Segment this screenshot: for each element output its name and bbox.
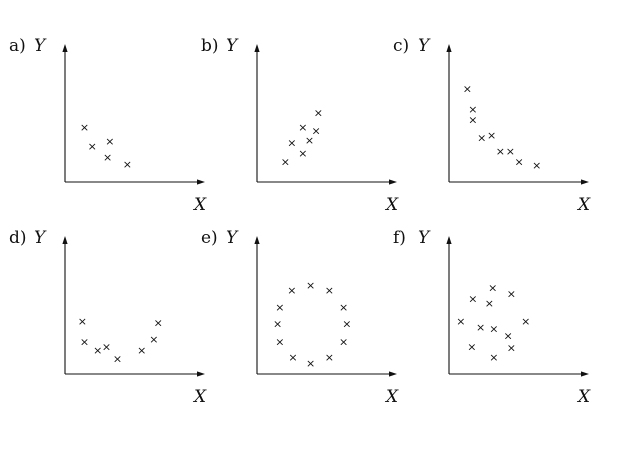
x-axis-arrow-icon bbox=[197, 371, 205, 377]
data-point: × bbox=[80, 121, 89, 134]
data-point: × bbox=[306, 357, 315, 370]
data-point: × bbox=[507, 288, 516, 301]
y-axis-title: Y bbox=[34, 36, 47, 56]
data-point: × bbox=[298, 147, 307, 160]
x-axis-arrow-icon bbox=[581, 371, 589, 377]
data-point: × bbox=[305, 134, 314, 147]
panel-a: a) Y X × × × × × bbox=[9, 36, 207, 215]
y-axis-arrow-icon bbox=[254, 44, 260, 52]
data-point: × bbox=[102, 340, 111, 353]
data-point: × bbox=[496, 145, 505, 158]
y-axis-arrow-icon bbox=[62, 236, 68, 244]
data-point: × bbox=[275, 301, 284, 314]
data-point: × bbox=[314, 106, 323, 119]
data-point: × bbox=[342, 318, 351, 331]
panel-e: e) YX×××××××××××× bbox=[201, 228, 399, 407]
data-point: × bbox=[80, 336, 89, 349]
panel-f: f) YX×××××××××××× bbox=[393, 228, 591, 407]
y-axis-title: Y bbox=[418, 36, 431, 56]
x-axis-arrow-icon bbox=[389, 371, 397, 377]
y-axis-arrow-icon bbox=[62, 44, 68, 52]
data-point: × bbox=[325, 284, 334, 297]
data-point: × bbox=[463, 82, 472, 95]
data-point: × bbox=[103, 151, 112, 164]
data-point: × bbox=[485, 297, 494, 310]
data-point: × bbox=[88, 140, 97, 153]
panel-c: c) YX×××× ×× ×× × bbox=[393, 36, 591, 215]
y-axis-arrow-icon bbox=[254, 236, 260, 244]
data-point: × bbox=[123, 158, 132, 171]
panel-label: e) bbox=[201, 228, 218, 248]
data-point: × bbox=[489, 322, 498, 335]
data-point: × bbox=[489, 351, 498, 364]
x-axis-title: X bbox=[192, 387, 207, 407]
data-point: × bbox=[113, 352, 122, 365]
data-point: × bbox=[137, 344, 146, 357]
data-point: × bbox=[78, 315, 87, 328]
data-point: × bbox=[339, 301, 348, 314]
panel-d: d) YX××× ××××× bbox=[9, 228, 207, 407]
data-point: × bbox=[468, 103, 477, 116]
data-point: × bbox=[503, 330, 512, 343]
x-axis-arrow-icon bbox=[389, 179, 397, 185]
panel-b: b) YX××××××× bbox=[201, 36, 399, 215]
y-axis-title: Y bbox=[226, 36, 239, 56]
data-point: × bbox=[306, 279, 315, 292]
data-point: × bbox=[456, 315, 465, 328]
data-point: × bbox=[298, 121, 307, 134]
data-point: × bbox=[477, 132, 486, 145]
data-point: × bbox=[287, 136, 296, 149]
data-point: × bbox=[149, 333, 158, 346]
data-point: × bbox=[487, 129, 496, 142]
data-point: × bbox=[275, 336, 284, 349]
data-point: × bbox=[514, 156, 523, 169]
x-axis-arrow-icon bbox=[581, 179, 589, 185]
data-point: × bbox=[521, 315, 530, 328]
panel-label: d) bbox=[9, 228, 27, 248]
data-point: × bbox=[311, 124, 320, 137]
data-point: × bbox=[468, 114, 477, 127]
data-point: × bbox=[488, 282, 497, 295]
x-axis-title: X bbox=[192, 195, 207, 215]
data-point: × bbox=[273, 318, 282, 331]
data-point: × bbox=[287, 284, 296, 297]
data-point: × bbox=[154, 316, 163, 329]
x-axis-arrow-icon bbox=[197, 179, 205, 185]
data-point: × bbox=[476, 321, 485, 334]
data-point: × bbox=[506, 145, 515, 158]
data-point: × bbox=[468, 292, 477, 305]
x-axis-title: X bbox=[384, 387, 399, 407]
x-axis-title: X bbox=[576, 195, 591, 215]
x-axis-title: X bbox=[576, 387, 591, 407]
data-point: × bbox=[532, 159, 541, 172]
panel-label: a) bbox=[9, 36, 26, 56]
y-axis-arrow-icon bbox=[446, 44, 452, 52]
data-point: × bbox=[467, 340, 476, 353]
data-point: × bbox=[339, 336, 348, 349]
panel-label: b) bbox=[201, 36, 219, 56]
panel-label: c) bbox=[393, 36, 409, 56]
y-axis-title: Y bbox=[226, 228, 239, 248]
data-point: × bbox=[325, 351, 334, 364]
data-point: × bbox=[288, 351, 297, 364]
data-point: × bbox=[93, 344, 102, 357]
data-point: × bbox=[105, 135, 114, 148]
y-axis-title: Y bbox=[34, 228, 47, 248]
y-axis-arrow-icon bbox=[446, 236, 452, 244]
data-point: × bbox=[281, 156, 290, 169]
panel-label: f) bbox=[393, 228, 406, 248]
data-point: × bbox=[507, 342, 516, 355]
x-axis-title: X bbox=[384, 195, 399, 215]
y-axis-title: Y bbox=[418, 228, 431, 248]
